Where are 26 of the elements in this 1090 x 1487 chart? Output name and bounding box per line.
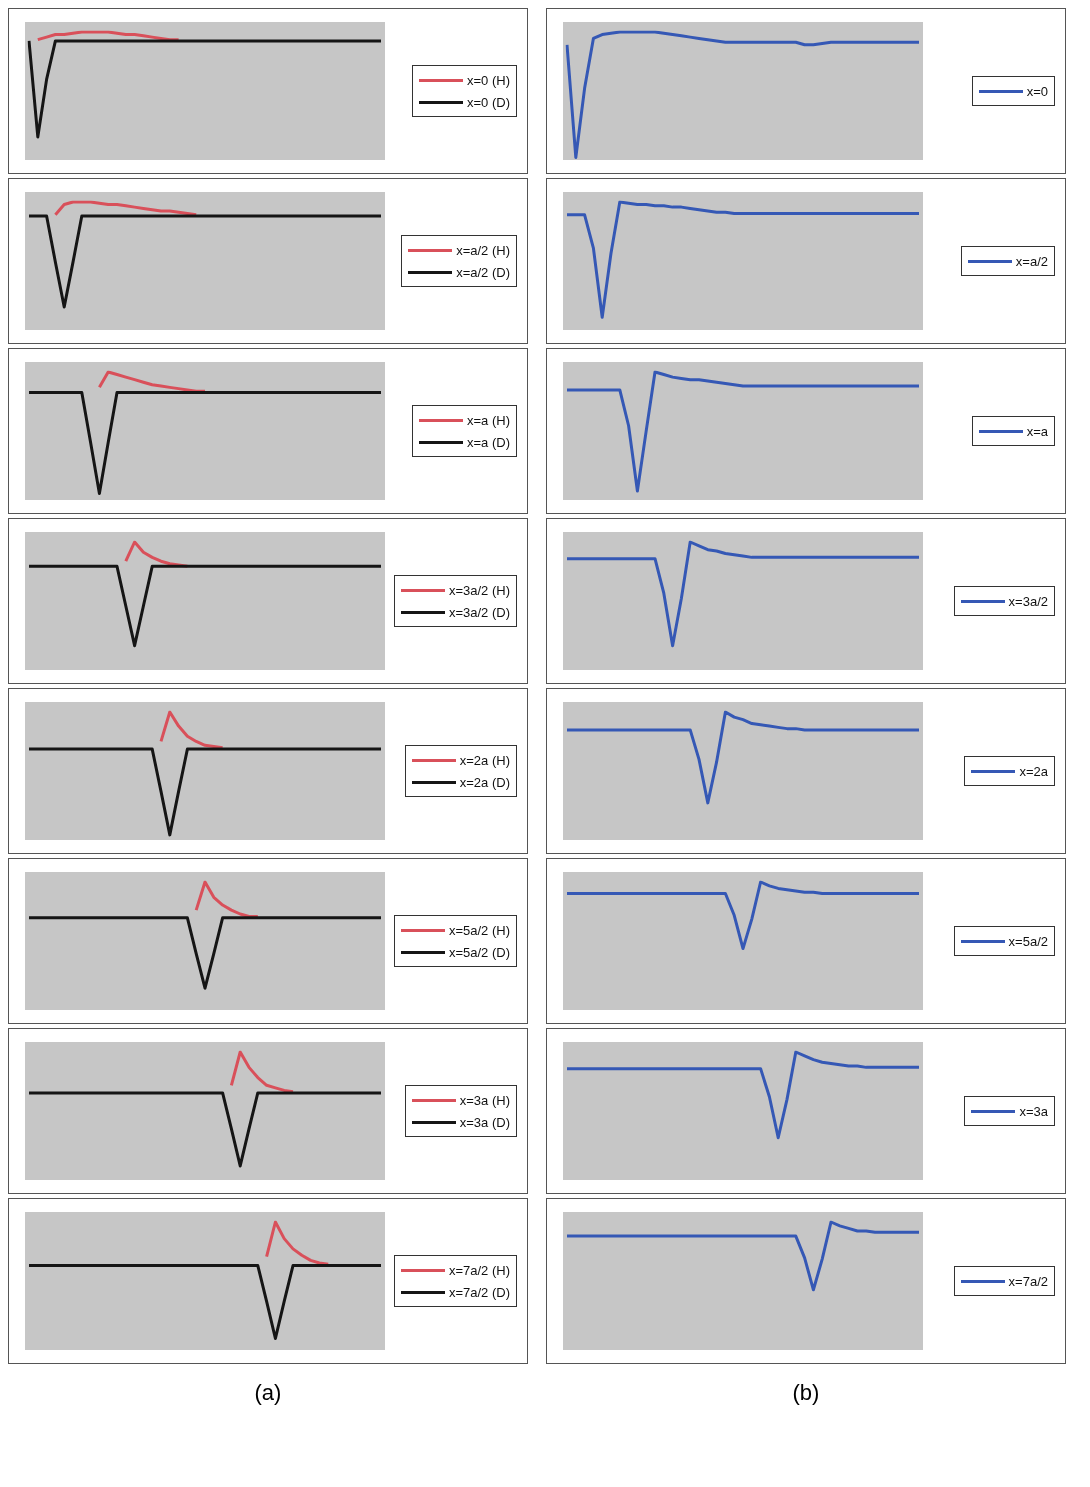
legend-label: x=5a/2 [1008, 933, 1048, 949]
legend-label: x=3a/2 [1008, 593, 1048, 609]
legend-label: x=0 [1026, 83, 1048, 99]
legend-label: x=5a/2 (D) [448, 944, 510, 960]
legend-label: x=3a/2 (H) [448, 582, 510, 598]
legend-label: x=2a [1019, 763, 1048, 779]
legend-label: x=3a [1019, 1103, 1048, 1119]
legend-label: x=a/2 (D) [456, 264, 510, 280]
legend-label: x=7a/2 (D) [448, 1284, 510, 1300]
legend-label: x=5a/2 (H) [448, 922, 510, 938]
legend-label: x=0 (D) [467, 94, 510, 110]
text: (a) [253, 1380, 283, 1406]
legend-label: x=a/2 [1015, 253, 1048, 269]
legend-label: x=2a (H) [459, 752, 510, 768]
legend-label: x=3a (H) [459, 1092, 510, 1108]
legend-label: x=a/2 (H) [456, 242, 510, 258]
text: (b) [791, 1380, 821, 1406]
legend-label: x=3a (D) [459, 1114, 510, 1130]
legend-label: x=7a/2 (H) [448, 1262, 510, 1278]
legend-label: x=3a/2 (D) [448, 604, 510, 620]
legend-label: x=a (D) [467, 434, 510, 450]
legend-label: x=7a/2 [1008, 1273, 1048, 1289]
legend-label: x=a [1026, 423, 1048, 439]
legend-label: x=2a (D) [459, 774, 510, 790]
legend-label: x=0 (H) [467, 72, 510, 88]
legend-label: x=a (H) [467, 412, 510, 428]
